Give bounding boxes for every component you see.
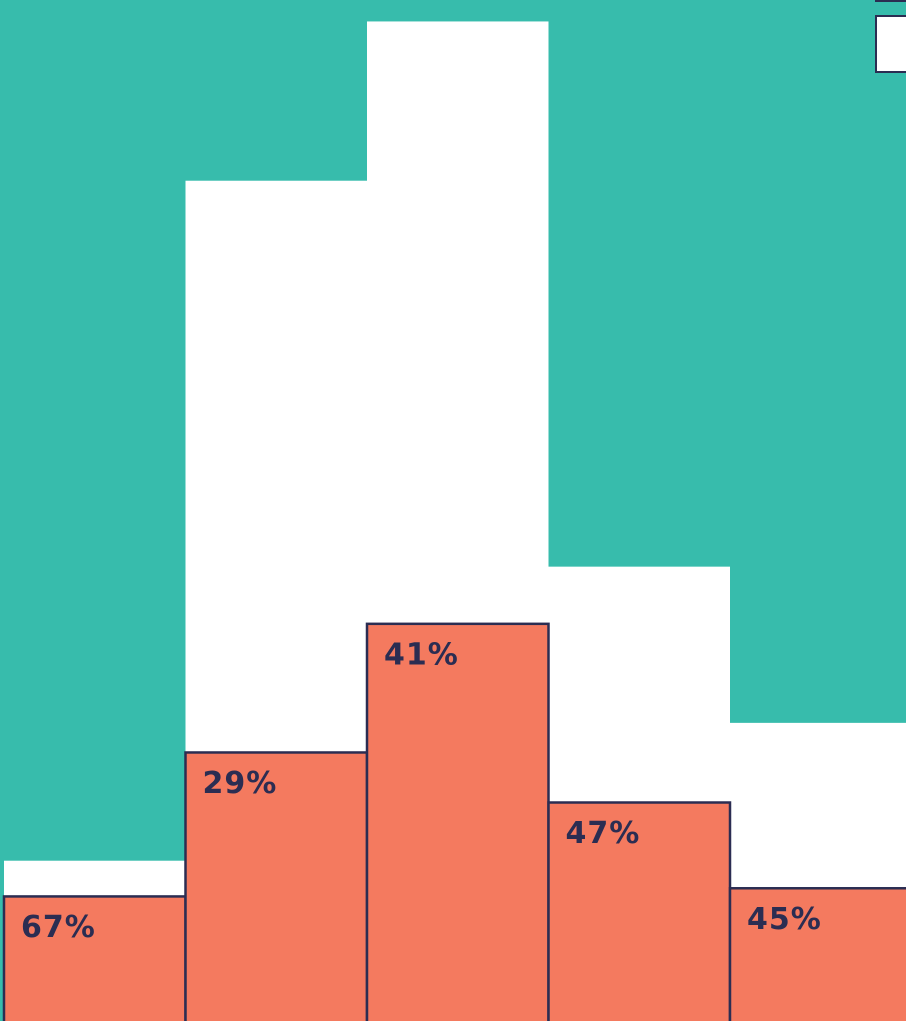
legend-swatch: [875, 15, 906, 73]
bar: [365, 622, 550, 1021]
data-label: 67%: [21, 910, 96, 945]
bar: [4, 860, 186, 897]
data-label: 47%: [566, 816, 641, 851]
bar: [184, 751, 369, 1021]
data-label: 29%: [203, 766, 278, 801]
bars: 67% 29% 41% 47% 45%: [2, 21, 906, 1021]
legend-swatch: [875, 0, 906, 2]
data-label: 41%: [384, 637, 459, 672]
bar: [185, 180, 367, 753]
data-label: 45%: [747, 902, 822, 937]
bar: [367, 21, 549, 624]
bar: [548, 566, 730, 803]
bar: [730, 722, 906, 889]
bar: [728, 887, 906, 1021]
